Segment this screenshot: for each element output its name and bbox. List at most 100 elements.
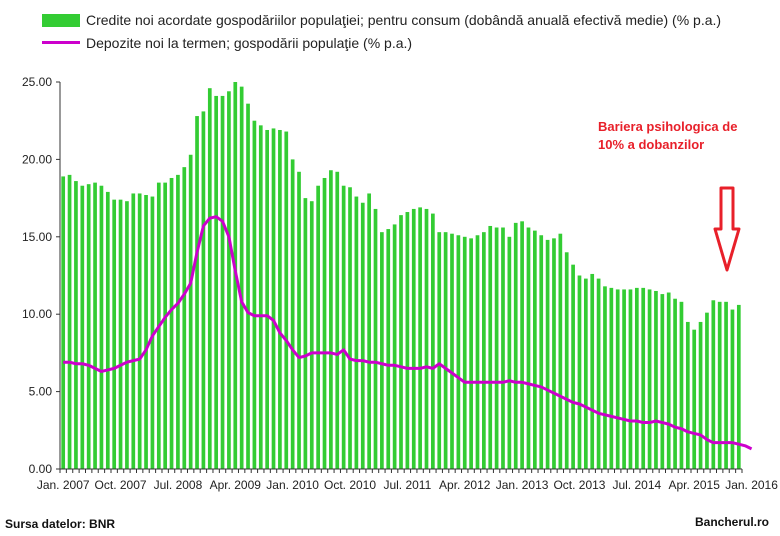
credite-bar <box>437 232 442 469</box>
credite-bar <box>609 287 614 469</box>
y-tick-label: 25.00 <box>22 75 52 89</box>
credite-bar <box>666 292 671 469</box>
credite-bar <box>482 232 486 469</box>
credite-bar <box>131 193 136 469</box>
x-axis-ticks: Jan. 2007 Oct. 2007 Jul. 2008 Apr. 2009 Jan.… <box>37 469 778 492</box>
credite-bar <box>61 176 66 469</box>
credite-bar <box>125 201 129 469</box>
annotation-line-1: Bariera psihologica de <box>598 119 737 134</box>
depozite-line <box>63 215 753 451</box>
credite-bar <box>501 227 505 469</box>
credite-bar <box>380 232 384 469</box>
legend-swatch-credite <box>42 14 80 27</box>
credite-bar <box>526 227 531 469</box>
credite-bar <box>717 301 722 469</box>
credite-bar <box>583 278 588 469</box>
y-tick-label: 0.00 <box>29 462 53 476</box>
credite-bar <box>596 278 601 469</box>
credite-bar <box>150 196 155 470</box>
legend-swatch-depozite <box>42 41 80 44</box>
credite-bar <box>86 184 91 470</box>
credite-bar <box>278 129 282 470</box>
credite-bar <box>67 174 72 469</box>
credite-bar <box>360 202 365 470</box>
credite-bar <box>195 116 199 469</box>
credite-bar <box>590 273 595 469</box>
credite-bar <box>220 95 225 470</box>
credite-bar <box>182 167 187 469</box>
x-tick-label: Jan. 2007 <box>37 478 90 492</box>
credite-bar <box>335 171 340 469</box>
credite-bar <box>507 236 512 469</box>
credite-bar <box>201 111 206 469</box>
credite-bar <box>469 238 473 469</box>
credite-bar <box>462 236 467 469</box>
y-tick-label: 15.00 <box>22 230 52 244</box>
credite-bar <box>188 154 193 469</box>
credite-bar <box>679 301 684 469</box>
credite-bar <box>418 207 422 469</box>
x-tick-label: Jul. 2014 <box>612 478 661 492</box>
credite-bar <box>647 289 652 469</box>
credite-bar <box>322 177 327 470</box>
credite-bar <box>303 198 308 469</box>
credite-bar <box>545 239 550 469</box>
credite-bar <box>456 235 461 469</box>
credite-bar <box>341 185 346 469</box>
credite-bar <box>660 294 665 469</box>
credite-bar <box>309 201 314 469</box>
credite-bar <box>673 298 677 469</box>
credite-bar <box>698 321 703 469</box>
credite-bar <box>74 181 78 469</box>
credite-bar <box>424 208 429 469</box>
x-tick-label: Apr. 2012 <box>439 478 491 492</box>
credite-bar <box>99 185 104 469</box>
credite-bar <box>265 129 269 470</box>
credite-bar <box>558 233 563 469</box>
credite-bar <box>176 174 180 469</box>
credite-bar <box>354 196 359 470</box>
y-tick-label: 10.00 <box>22 307 52 321</box>
credite-bar <box>144 195 148 469</box>
brand-label: Bancherul.ro <box>695 515 769 529</box>
credite-bar <box>373 208 378 469</box>
credite-bar <box>348 187 352 469</box>
credite-bar <box>80 185 85 469</box>
credite-bar <box>271 128 276 469</box>
credite-bar <box>628 289 633 469</box>
x-tick-label: Jan. 2010 <box>266 478 319 492</box>
credite-bar <box>475 235 480 469</box>
credite-bar <box>227 91 231 469</box>
annotation: Bariera psihologica de 10% a dobanzilor <box>598 119 741 272</box>
credite-bar <box>634 287 639 469</box>
credite-bar <box>258 125 263 469</box>
credite-bar <box>705 312 709 469</box>
credite-bar <box>290 159 295 469</box>
credite-bar <box>239 86 244 469</box>
credite-bar <box>163 182 168 469</box>
x-tick-label: Jan. 2016 <box>725 478 778 492</box>
x-tick-label: Jul. 2008 <box>154 478 203 492</box>
credite-bar <box>513 222 518 469</box>
credite-bar <box>685 321 690 469</box>
credite-bar <box>724 301 728 469</box>
y-axis-ticks: 0.00 5.00 10.00 15.00 20.00 25.00 <box>22 75 60 476</box>
credite-bar <box>622 289 626 469</box>
credite-bar <box>692 329 697 469</box>
credite-bar <box>641 287 646 469</box>
credite-bar <box>736 304 741 469</box>
credite-bar <box>711 300 716 469</box>
credite-bar <box>118 199 123 469</box>
credite-bar <box>730 309 735 469</box>
credite-bar <box>603 286 607 469</box>
credite-bar <box>112 199 117 469</box>
down-arrow-icon <box>713 186 741 272</box>
credite-bar <box>450 233 454 469</box>
credite-bar <box>552 238 556 469</box>
source-label: Sursa datelor: BNR <box>5 517 115 531</box>
annotation-line-2: 10% a dobanzilor <box>598 137 704 152</box>
credite-bar <box>571 264 575 469</box>
credite-bar <box>443 232 448 469</box>
credite-bar <box>654 290 658 469</box>
x-tick-label: Apr. 2015 <box>669 478 721 492</box>
